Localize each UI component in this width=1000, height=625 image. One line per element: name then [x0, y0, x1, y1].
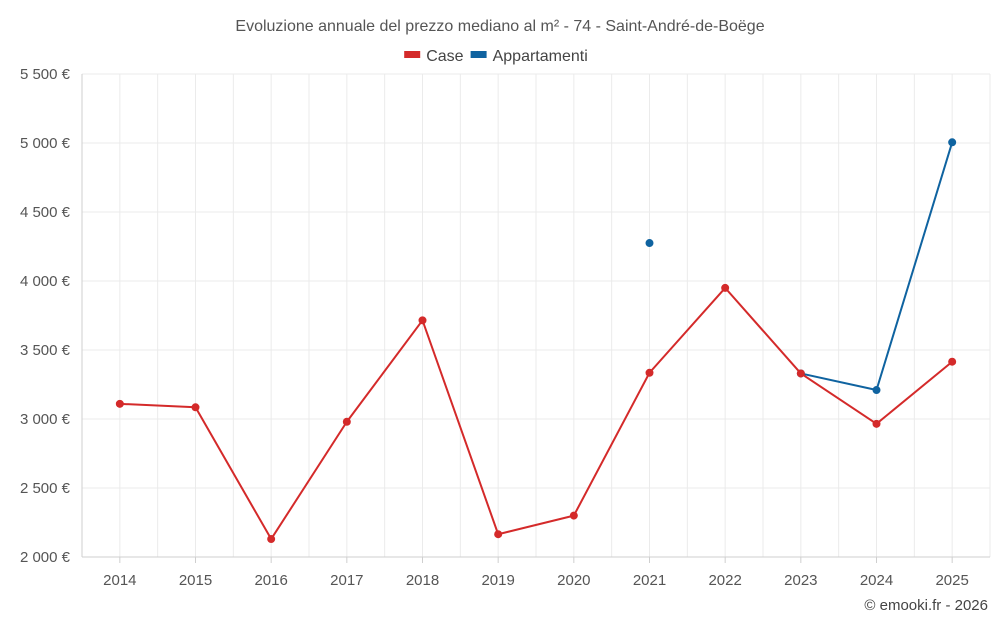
- x-tick-label: 2024: [860, 572, 893, 589]
- data-point-appartamenti: [872, 386, 881, 395]
- data-point-case: [796, 369, 805, 378]
- data-point-case: [948, 357, 957, 366]
- data-point-case: [569, 511, 578, 520]
- y-tick-label: 4 000 €: [20, 273, 71, 290]
- x-tick-label: 2023: [784, 572, 817, 589]
- legend-label: Appartamenti: [493, 48, 588, 65]
- y-tick-label: 2 500 €: [20, 480, 71, 497]
- y-tick-label: 2 000 €: [20, 549, 71, 566]
- data-point-appartamenti: [645, 239, 654, 248]
- x-tick-label: 2014: [103, 572, 136, 589]
- series-line-case: [119, 286, 953, 541]
- x-tick-label: 2018: [406, 572, 439, 589]
- x-tick-label: 2015: [179, 572, 212, 589]
- data-point-case: [645, 368, 654, 377]
- legend: Case Appartamenti: [404, 48, 588, 65]
- x-tick-label: 2025: [935, 572, 968, 589]
- x-tick-label: 2021: [633, 572, 666, 589]
- x-tick-label: 2016: [254, 572, 287, 589]
- data-point-case: [342, 417, 351, 426]
- legend-swatch: [470, 51, 487, 58]
- y-tick-label: 5 500 €: [20, 66, 71, 83]
- y-tick-label: 3 500 €: [20, 342, 71, 359]
- data-point-appartamenti: [948, 138, 957, 147]
- data-point-case: [191, 403, 200, 412]
- x-tick-label: 2019: [481, 572, 514, 589]
- y-tick-label: 4 500 €: [20, 204, 71, 221]
- x-tick-label: 2020: [557, 572, 590, 589]
- x-axis: 2014 2015 2016 2017 2018 2019 2020 2021 2022 2023…: [82, 556, 990, 589]
- y-axis: 2 000 € 2 500 € 3 000 € 3 500 € 4 000 € 4 500…: [20, 66, 83, 566]
- y-tick-label: 5 000 €: [20, 135, 71, 152]
- x-tick-label: 2022: [708, 572, 741, 589]
- chart-title: Evoluzione annuale del prezzo mediano al…: [235, 18, 764, 35]
- credit-text: © emooki.fr - 2026: [864, 597, 988, 614]
- x-tick-label: 2017: [330, 572, 363, 589]
- data-point-case: [721, 283, 730, 292]
- data-point-case: [115, 399, 124, 408]
- data-point-case: [494, 530, 503, 539]
- series-layer: [115, 138, 957, 544]
- grid: [81, 73, 991, 558]
- y-tick-label: 3 000 €: [20, 411, 71, 428]
- data-point-case: [267, 535, 276, 544]
- data-point-case: [418, 316, 427, 325]
- legend-label: Case: [426, 48, 463, 65]
- legend-swatch: [404, 51, 421, 58]
- data-point-case: [872, 419, 881, 428]
- legend-item-appartamenti: Appartamenti: [470, 48, 588, 65]
- series-case: [115, 283, 957, 544]
- legend-item-case: Case: [404, 48, 464, 65]
